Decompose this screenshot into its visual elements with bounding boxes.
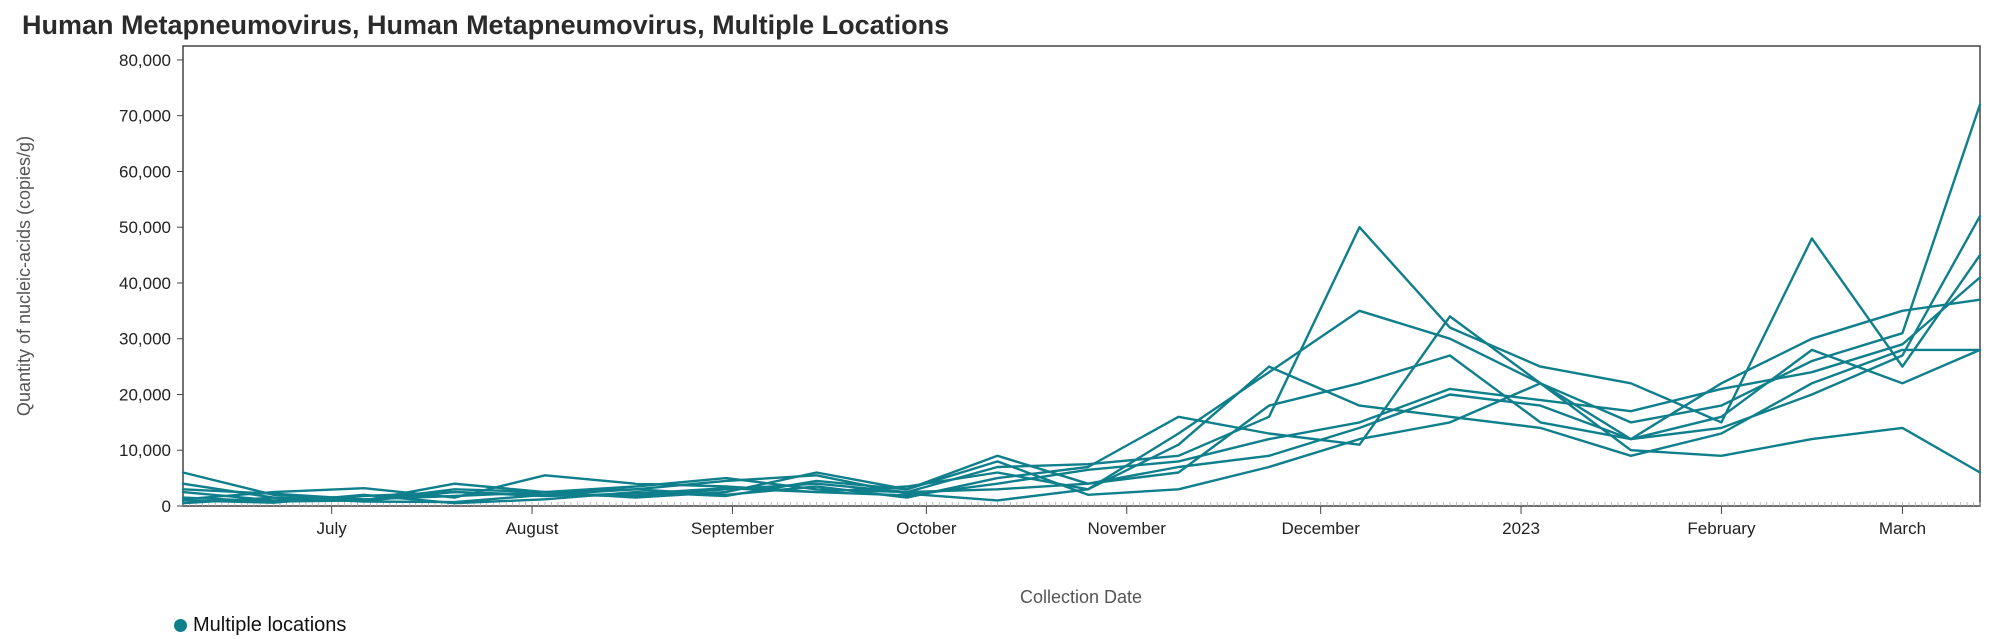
y-tick-label: 0	[162, 497, 171, 516]
y-tick-label: 60,000	[119, 162, 171, 181]
series-line-7	[181, 348, 1982, 501]
x-tick-label: December	[1281, 519, 1360, 538]
y-tick-label: 40,000	[119, 274, 171, 293]
x-tick-label: February	[1687, 519, 1756, 538]
x-tick-label: October	[896, 519, 957, 538]
x-tick-label: August	[506, 519, 559, 538]
y-tick-label: 50,000	[119, 218, 171, 237]
y-tick-label: 70,000	[119, 107, 171, 126]
legend: Multiple locations	[174, 614, 346, 637]
x-tick-label: July	[317, 519, 348, 538]
series-lines	[181, 103, 1982, 505]
x-tick-label: 2023	[1502, 519, 1540, 538]
series-line-8	[181, 382, 1982, 502]
series-line-6	[181, 103, 1982, 505]
y-axis: 0 10,000 20,000 30,000 40,000 50,000 60,000 70,…	[119, 51, 183, 516]
legend-swatch-icon	[174, 619, 187, 632]
y-tick-label: 10,000	[119, 441, 171, 460]
legend-label: Multiple locations	[193, 614, 347, 636]
chart-title: Human Metapneumovirus, Human Metapneumov…	[22, 10, 950, 40]
y-tick-label: 80,000	[119, 51, 171, 70]
y-axis-title: Quantity of nucleic-acids (copies/g)	[14, 136, 34, 416]
x-axis: July August September October November Decemb…	[317, 506, 1926, 538]
y-tick-label: 30,000	[119, 330, 171, 349]
x-tick-label: March	[1879, 519, 1926, 538]
y-tick-label: 20,000	[119, 385, 171, 404]
series-line-3	[181, 225, 1982, 503]
series-line-5	[181, 214, 1982, 505]
minor-ticks	[182, 502, 1981, 506]
x-tick-label: November	[1088, 519, 1167, 538]
x-tick-label: September	[691, 519, 774, 538]
x-axis-title: Collection Date	[1020, 587, 1142, 607]
